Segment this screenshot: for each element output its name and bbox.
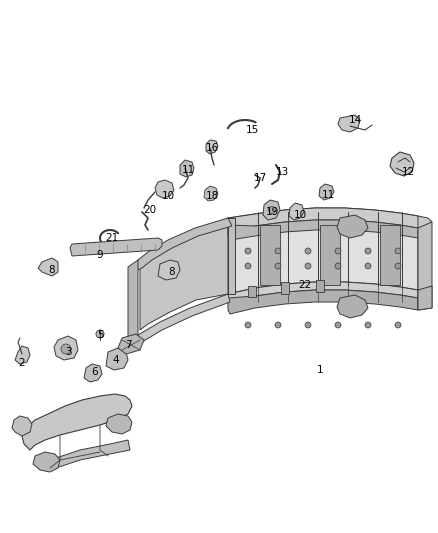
Polygon shape — [380, 225, 400, 285]
Text: 12: 12 — [401, 167, 415, 177]
Polygon shape — [228, 218, 235, 294]
Text: 4: 4 — [113, 355, 119, 365]
Text: 22: 22 — [298, 280, 311, 290]
Text: 1: 1 — [317, 365, 323, 375]
Text: 14: 14 — [348, 115, 362, 125]
Circle shape — [335, 263, 341, 269]
Polygon shape — [38, 258, 58, 276]
Polygon shape — [248, 286, 256, 297]
Circle shape — [305, 263, 311, 269]
Circle shape — [245, 263, 251, 269]
Polygon shape — [228, 208, 420, 230]
Polygon shape — [281, 282, 289, 294]
Polygon shape — [390, 152, 414, 176]
Text: 9: 9 — [97, 250, 103, 260]
Polygon shape — [228, 282, 418, 302]
Text: 18: 18 — [205, 191, 219, 201]
Polygon shape — [260, 225, 280, 285]
Circle shape — [305, 248, 311, 254]
Polygon shape — [155, 180, 174, 198]
Circle shape — [275, 322, 281, 328]
Polygon shape — [106, 348, 128, 370]
Text: 17: 17 — [253, 173, 267, 183]
Polygon shape — [180, 160, 194, 177]
Text: 11: 11 — [321, 190, 335, 200]
Text: 3: 3 — [65, 347, 71, 357]
Polygon shape — [206, 140, 218, 154]
Polygon shape — [418, 286, 432, 310]
Polygon shape — [337, 295, 368, 318]
Polygon shape — [338, 115, 360, 132]
Circle shape — [61, 344, 71, 354]
Circle shape — [365, 248, 371, 254]
Polygon shape — [15, 346, 30, 364]
Polygon shape — [22, 394, 132, 450]
Circle shape — [395, 263, 401, 269]
Polygon shape — [337, 215, 368, 238]
Polygon shape — [140, 224, 228, 330]
Text: 5: 5 — [97, 330, 103, 340]
Polygon shape — [125, 294, 230, 352]
Text: 15: 15 — [245, 125, 258, 135]
Circle shape — [395, 322, 401, 328]
Text: 2: 2 — [19, 358, 25, 368]
Polygon shape — [128, 260, 138, 342]
Circle shape — [245, 248, 251, 254]
Circle shape — [268, 206, 276, 214]
Polygon shape — [418, 222, 432, 310]
Polygon shape — [289, 203, 304, 220]
Polygon shape — [135, 218, 232, 270]
Polygon shape — [228, 290, 418, 314]
Polygon shape — [228, 220, 418, 240]
Polygon shape — [263, 200, 280, 220]
Text: 19: 19 — [265, 207, 279, 217]
Text: 21: 21 — [106, 233, 119, 243]
Circle shape — [335, 248, 341, 254]
Text: 6: 6 — [92, 367, 98, 377]
Polygon shape — [33, 452, 60, 472]
Text: 8: 8 — [49, 265, 55, 275]
Polygon shape — [158, 260, 180, 280]
Polygon shape — [12, 416, 32, 436]
Polygon shape — [70, 238, 162, 256]
Circle shape — [275, 263, 281, 269]
Text: 7: 7 — [125, 340, 131, 350]
Polygon shape — [50, 440, 130, 470]
Polygon shape — [319, 184, 334, 200]
Circle shape — [96, 330, 104, 338]
Polygon shape — [54, 336, 78, 360]
Circle shape — [245, 322, 251, 328]
Text: 10: 10 — [293, 210, 307, 220]
Circle shape — [335, 322, 341, 328]
Circle shape — [365, 322, 371, 328]
Polygon shape — [316, 280, 324, 292]
Text: 13: 13 — [276, 167, 289, 177]
Polygon shape — [118, 334, 144, 354]
Circle shape — [365, 263, 371, 269]
Polygon shape — [228, 208, 418, 294]
Polygon shape — [320, 225, 340, 285]
Polygon shape — [106, 414, 132, 434]
Text: 10: 10 — [162, 191, 175, 201]
Polygon shape — [418, 216, 432, 228]
Circle shape — [305, 322, 311, 328]
Circle shape — [275, 248, 281, 254]
Polygon shape — [204, 186, 218, 201]
Text: 20: 20 — [143, 205, 156, 215]
Text: 11: 11 — [181, 165, 194, 175]
Text: 8: 8 — [169, 267, 175, 277]
Text: 16: 16 — [205, 143, 219, 153]
Polygon shape — [84, 364, 102, 382]
Circle shape — [395, 248, 401, 254]
